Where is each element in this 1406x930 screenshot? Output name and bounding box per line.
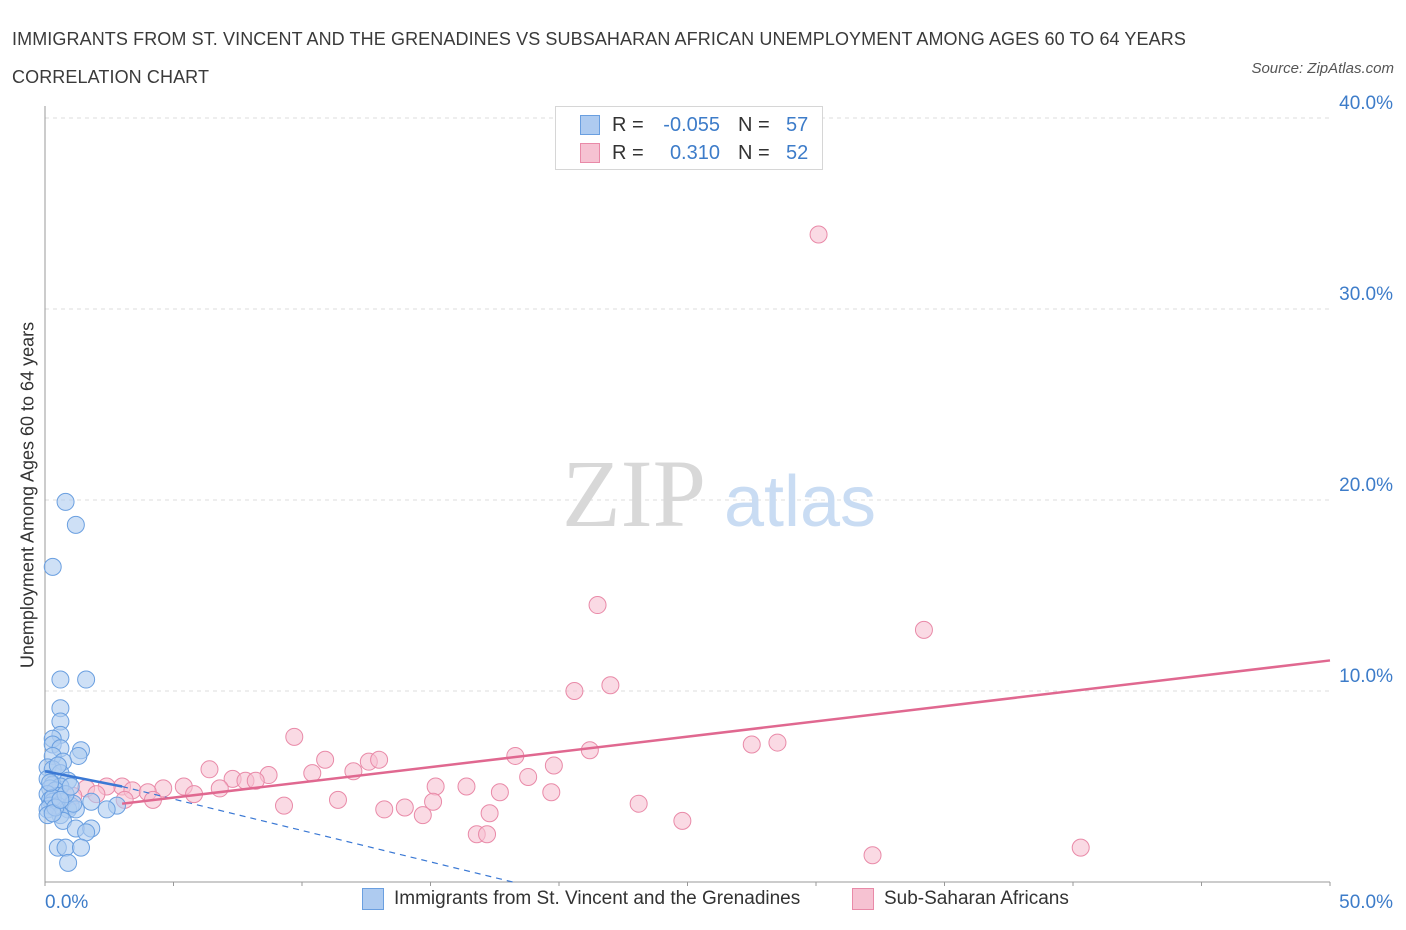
sub-saharan-point-6 xyxy=(742,735,761,754)
sub-saharan-point-4 xyxy=(565,682,584,700)
r-value: -0.055 xyxy=(663,113,720,136)
st-vincent-point-52 xyxy=(41,773,60,792)
st-vincent-point-45 xyxy=(56,838,75,857)
axis-ticks xyxy=(44,882,1331,886)
sub-saharan-point-46 xyxy=(480,804,499,823)
sub-saharan-trend-line xyxy=(121,659,1331,805)
st-vincent-point-53 xyxy=(61,777,80,796)
st-vincent-trend-line xyxy=(44,769,123,788)
sub-saharan-point-0 xyxy=(809,225,828,244)
st-vincent-point-3 xyxy=(51,670,70,689)
sub-saharan-point-39 xyxy=(328,790,347,809)
st-vincent-point-56 xyxy=(51,790,70,809)
source-note: Source: ZipAtlas.com xyxy=(1251,60,1394,77)
trend-lines xyxy=(44,659,1331,883)
sub-saharan-point-21 xyxy=(519,767,538,786)
legend-item-sub-saharan[interactable]: Sub-Saharan Africans xyxy=(852,888,1069,910)
r-value: 0.310 xyxy=(669,141,720,164)
x-tick-label-max: 50.0% xyxy=(1339,892,1393,913)
x-tick-label-min: 0.0% xyxy=(45,892,88,913)
n-label: N = xyxy=(738,113,770,136)
st-vincent-point-43 xyxy=(77,823,96,842)
sub-saharan-point-42 xyxy=(629,794,648,813)
st-vincent-point-2 xyxy=(43,557,62,576)
sub-saharan-point-1 xyxy=(588,596,607,615)
sub-saharan-point-47 xyxy=(673,811,692,830)
n-value: 57 xyxy=(786,113,809,136)
sub-saharan-point-49 xyxy=(478,825,497,844)
sub-saharan-point-51 xyxy=(1071,838,1090,857)
sub-saharan-point-7 xyxy=(768,733,787,752)
y-tick-label-1: 20.0% xyxy=(1339,475,1393,496)
st-vincent-point-47 xyxy=(59,853,78,872)
sub-saharan-point-44 xyxy=(395,798,414,817)
sub-saharan-point-40 xyxy=(275,796,294,815)
sub-saharan-point-41 xyxy=(424,792,443,811)
sub-saharan-point-45 xyxy=(413,806,432,825)
series-st-vincent-points xyxy=(38,492,126,872)
stats-row-st-vincent: R = -0.055 N = 57 xyxy=(580,112,808,138)
tick-labels: 10.0% 20.0% 30.0% 40.0% 0.0% 50.0% xyxy=(45,93,1393,913)
r-label: R = xyxy=(612,113,644,136)
stats-row-sub-saharan: R = 0.310 N = 52 xyxy=(580,140,808,166)
stats-legend: R = -0.055 N = 57 R = 0.310 N = 52 xyxy=(555,106,823,170)
legend-swatch-pink xyxy=(580,143,600,163)
series-legend: Immigrants from St. Vincent and the Gren… xyxy=(0,888,1406,916)
sub-saharan-point-43 xyxy=(375,800,394,819)
y-tick-label-0: 10.0% xyxy=(1339,666,1393,687)
st-vincent-point-46 xyxy=(71,838,90,857)
chart-title: IMMIGRANTS FROM ST. VINCENT AND THE GREN… xyxy=(12,29,1186,87)
watermark-zip: ZIP xyxy=(562,440,706,547)
watermark: ZIP atlas xyxy=(562,440,876,547)
sub-saharan-point-3 xyxy=(601,676,620,695)
y-tick-label-2: 30.0% xyxy=(1339,284,1393,305)
st-vincent-point-1 xyxy=(66,515,85,534)
sub-saharan-point-13 xyxy=(544,756,563,775)
sub-saharan-point-2 xyxy=(914,620,933,639)
sub-saharan-point-50 xyxy=(863,846,882,865)
sub-saharan-point-5 xyxy=(285,727,304,746)
sub-saharan-point-35 xyxy=(542,783,561,802)
n-label: N = xyxy=(738,141,770,164)
n-value: 52 xyxy=(786,141,809,164)
legend-label: Immigrants from St. Vincent and the Gren… xyxy=(394,888,801,909)
sub-saharan-point-10 xyxy=(316,750,335,769)
st-vincent-point-4 xyxy=(77,670,96,689)
st-vincent-trend-dashed xyxy=(121,785,513,883)
watermark-atlas: atlas xyxy=(724,462,876,542)
legend-swatch-blue xyxy=(362,888,384,910)
r-label: R = xyxy=(612,141,644,164)
sub-saharan-point-22 xyxy=(426,777,445,796)
st-vincent-point-55 xyxy=(43,804,62,823)
sub-saharan-point-8 xyxy=(580,741,599,760)
st-vincent-point-29 xyxy=(82,792,101,811)
sub-saharan-point-17 xyxy=(303,764,322,783)
legend-swatch-pink xyxy=(852,888,874,910)
legend-swatch-blue xyxy=(580,115,600,135)
grid-lines xyxy=(45,117,1330,692)
y-tick-label-3: 40.0% xyxy=(1339,93,1393,114)
sub-saharan-point-12 xyxy=(370,750,389,769)
sub-saharan-point-28 xyxy=(457,777,476,796)
sub-saharan-point-34 xyxy=(490,783,509,802)
sub-saharan-point-30 xyxy=(210,779,229,798)
st-vincent-point-13 xyxy=(69,746,88,765)
sub-saharan-point-14 xyxy=(200,760,219,779)
st-vincent-point-37 xyxy=(97,800,116,819)
legend-item-st-vincent[interactable]: Immigrants from St. Vincent and the Gren… xyxy=(362,888,800,910)
st-vincent-point-0 xyxy=(56,492,75,511)
sub-saharan-point-20 xyxy=(246,771,265,790)
legend-label: Sub-Saharan Africans xyxy=(884,888,1069,909)
